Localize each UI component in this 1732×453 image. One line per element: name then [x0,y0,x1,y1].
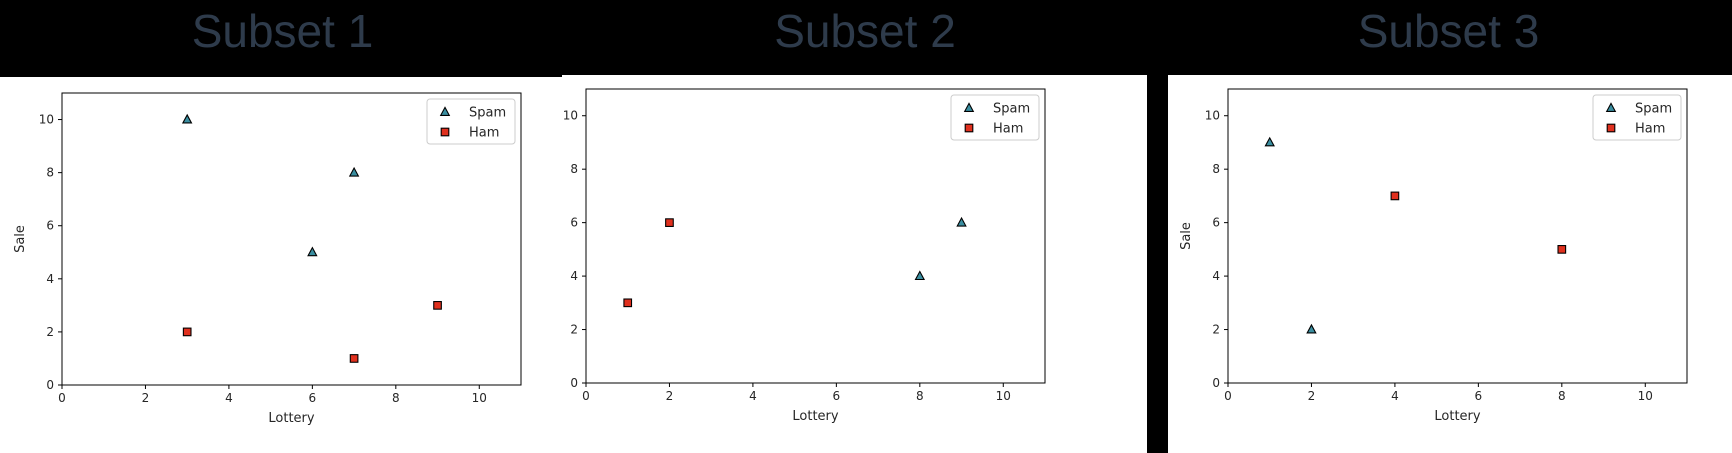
y-tick-label: 2 [46,325,54,339]
spam-point [956,216,967,227]
x-tick-label: 2 [142,391,150,405]
chart-plot-1: 0 2 4 6 8 10 0 2 4 6 8 10 Lottery Sale Spam Ham [13,92,522,426]
x-tick-label: 10 [1638,389,1653,403]
spam-point [914,270,926,281]
x-tick-label: 4 [1391,389,1399,403]
y-tick-label: 8 [46,166,54,180]
x-tick-label: 4 [749,389,757,403]
ham-point [1390,191,1400,201]
chart-panel-1: 0 2 4 6 8 10 0 2 4 6 8 10 Lottery Sale Spam Ham [0,77,565,453]
legend-spam-label: Spam [1635,102,1672,117]
plot-frame [585,88,1046,384]
x-axis-label: Lottery [792,409,839,424]
chart-panel-3: 0 2 4 6 8 10 0 2 4 6 8 10 Lottery Sale Spam Ham [1168,75,1732,453]
ham-point [665,218,674,227]
x-tick-label: 2 [1308,389,1316,403]
x-axis-label: Lottery [268,411,315,426]
y-tick-label: 10 [39,113,54,127]
x-tick-label: 6 [833,389,841,403]
legend: Spam Ham [426,98,516,145]
y-axis-label: Sale [1179,222,1194,250]
y-tick-label: 8 [570,162,578,176]
x-tick-label: 10 [996,389,1011,403]
y-tick-label: 4 [570,269,578,283]
legend: Spam Ham [1592,94,1682,141]
legend: Spam Ham [950,94,1040,141]
x-tick-label: 8 [1558,389,1566,403]
y-tick-label: 2 [570,323,578,337]
chart-title-1: Subset 1 [191,5,374,57]
ham-point [623,298,633,308]
y-tick-label: 2 [1212,323,1220,337]
y-tick-label: 0 [1212,376,1220,390]
y-tick-label: 4 [46,272,54,286]
ham-point [349,354,359,363]
x-tick-label: 6 [309,391,317,405]
plot-frame [61,92,522,386]
plot-frame [1227,88,1688,384]
chart-title-3: Subset 3 [1357,5,1540,57]
legend-spam-label: Spam [993,102,1030,117]
spam-point [181,113,193,124]
ham-point [433,301,442,310]
y-tick-label: 0 [570,376,578,390]
legend-ham-label: Ham [993,122,1023,137]
y-tick-label: 6 [570,216,578,230]
legend-ham-label: Ham [469,126,499,141]
legend-ham-marker [1606,123,1616,133]
legend-ham-marker [440,127,450,137]
x-axis-label: Lottery [1434,409,1481,424]
x-tick-label: 4 [225,391,233,405]
y-tick-label: 10 [563,109,578,123]
y-axis-label: Sale [13,225,28,253]
spam-point [348,166,360,177]
y-tick-label: 4 [1212,269,1220,283]
x-tick-label: 8 [916,389,924,403]
y-tick-label: 6 [1212,216,1220,230]
legend-spam-marker [1605,102,1617,112]
ham-point [182,327,192,337]
legend-spam-label: Spam [469,106,506,121]
y-tick-label: 6 [46,219,54,233]
spam-point [1306,323,1317,334]
spam-point [1264,136,1275,147]
x-tick-label: 0 [582,389,590,403]
x-tick-label: 2 [666,389,674,403]
spam-point [307,246,318,257]
y-tick-label: 8 [1212,162,1220,176]
x-tick-label: 6 [1475,389,1483,403]
x-tick-label: 0 [58,391,66,405]
x-tick-label: 10 [472,391,487,405]
legend-spam-marker [963,102,975,112]
chart-title-2: Subset 2 [774,5,956,57]
legend-ham-label: Ham [1635,122,1665,137]
x-tick-label: 8 [392,391,400,405]
y-tick-label: 10 [1205,109,1220,123]
x-tick-label: 0 [1224,389,1232,403]
ham-point [1557,245,1567,254]
legend-spam-marker [439,106,451,116]
legend-ham-marker [964,123,974,133]
chart-plot-3: 0 2 4 6 8 10 0 2 4 6 8 10 Lottery Sale Spam Ham [1179,88,1688,424]
y-tick-label: 0 [46,378,54,392]
